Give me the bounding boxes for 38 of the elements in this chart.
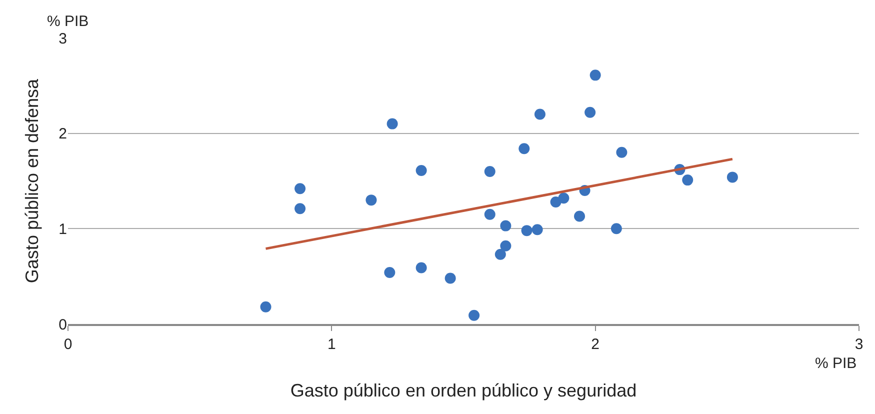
point xyxy=(616,146,628,158)
text: % PIB xyxy=(47,13,89,30)
point xyxy=(534,108,546,120)
point xyxy=(682,174,694,186)
point xyxy=(610,223,622,234)
point xyxy=(500,240,512,252)
point xyxy=(574,210,586,222)
point xyxy=(484,208,496,220)
point xyxy=(416,262,427,274)
y-tick-label: 1 xyxy=(58,220,67,238)
x-axis-title: Gasto público en orden público y seguridad xyxy=(290,380,637,401)
y-tick-label: 2 xyxy=(58,126,67,143)
point xyxy=(726,172,738,183)
y-tick-label: 3 xyxy=(58,30,67,48)
x-tick-label: 2 xyxy=(591,336,600,353)
point xyxy=(584,106,596,118)
point xyxy=(484,166,496,177)
text: % PIB xyxy=(815,355,857,372)
x-tick-label: 3 xyxy=(854,336,864,353)
point xyxy=(416,165,427,176)
point xyxy=(260,301,272,312)
point xyxy=(366,194,377,206)
point xyxy=(294,203,306,214)
point xyxy=(558,192,570,204)
y-tick-label: 0 xyxy=(58,316,67,334)
point xyxy=(518,143,530,154)
point xyxy=(521,225,532,236)
point xyxy=(294,183,306,194)
point xyxy=(384,267,396,278)
point xyxy=(386,118,398,130)
point xyxy=(494,248,506,260)
point xyxy=(500,220,512,232)
point xyxy=(468,310,480,321)
point xyxy=(532,224,543,236)
point xyxy=(590,70,601,81)
point xyxy=(444,272,456,284)
x-tick-label: 1 xyxy=(328,336,336,353)
y-axis-title: Gasto público en defensa xyxy=(22,78,42,284)
